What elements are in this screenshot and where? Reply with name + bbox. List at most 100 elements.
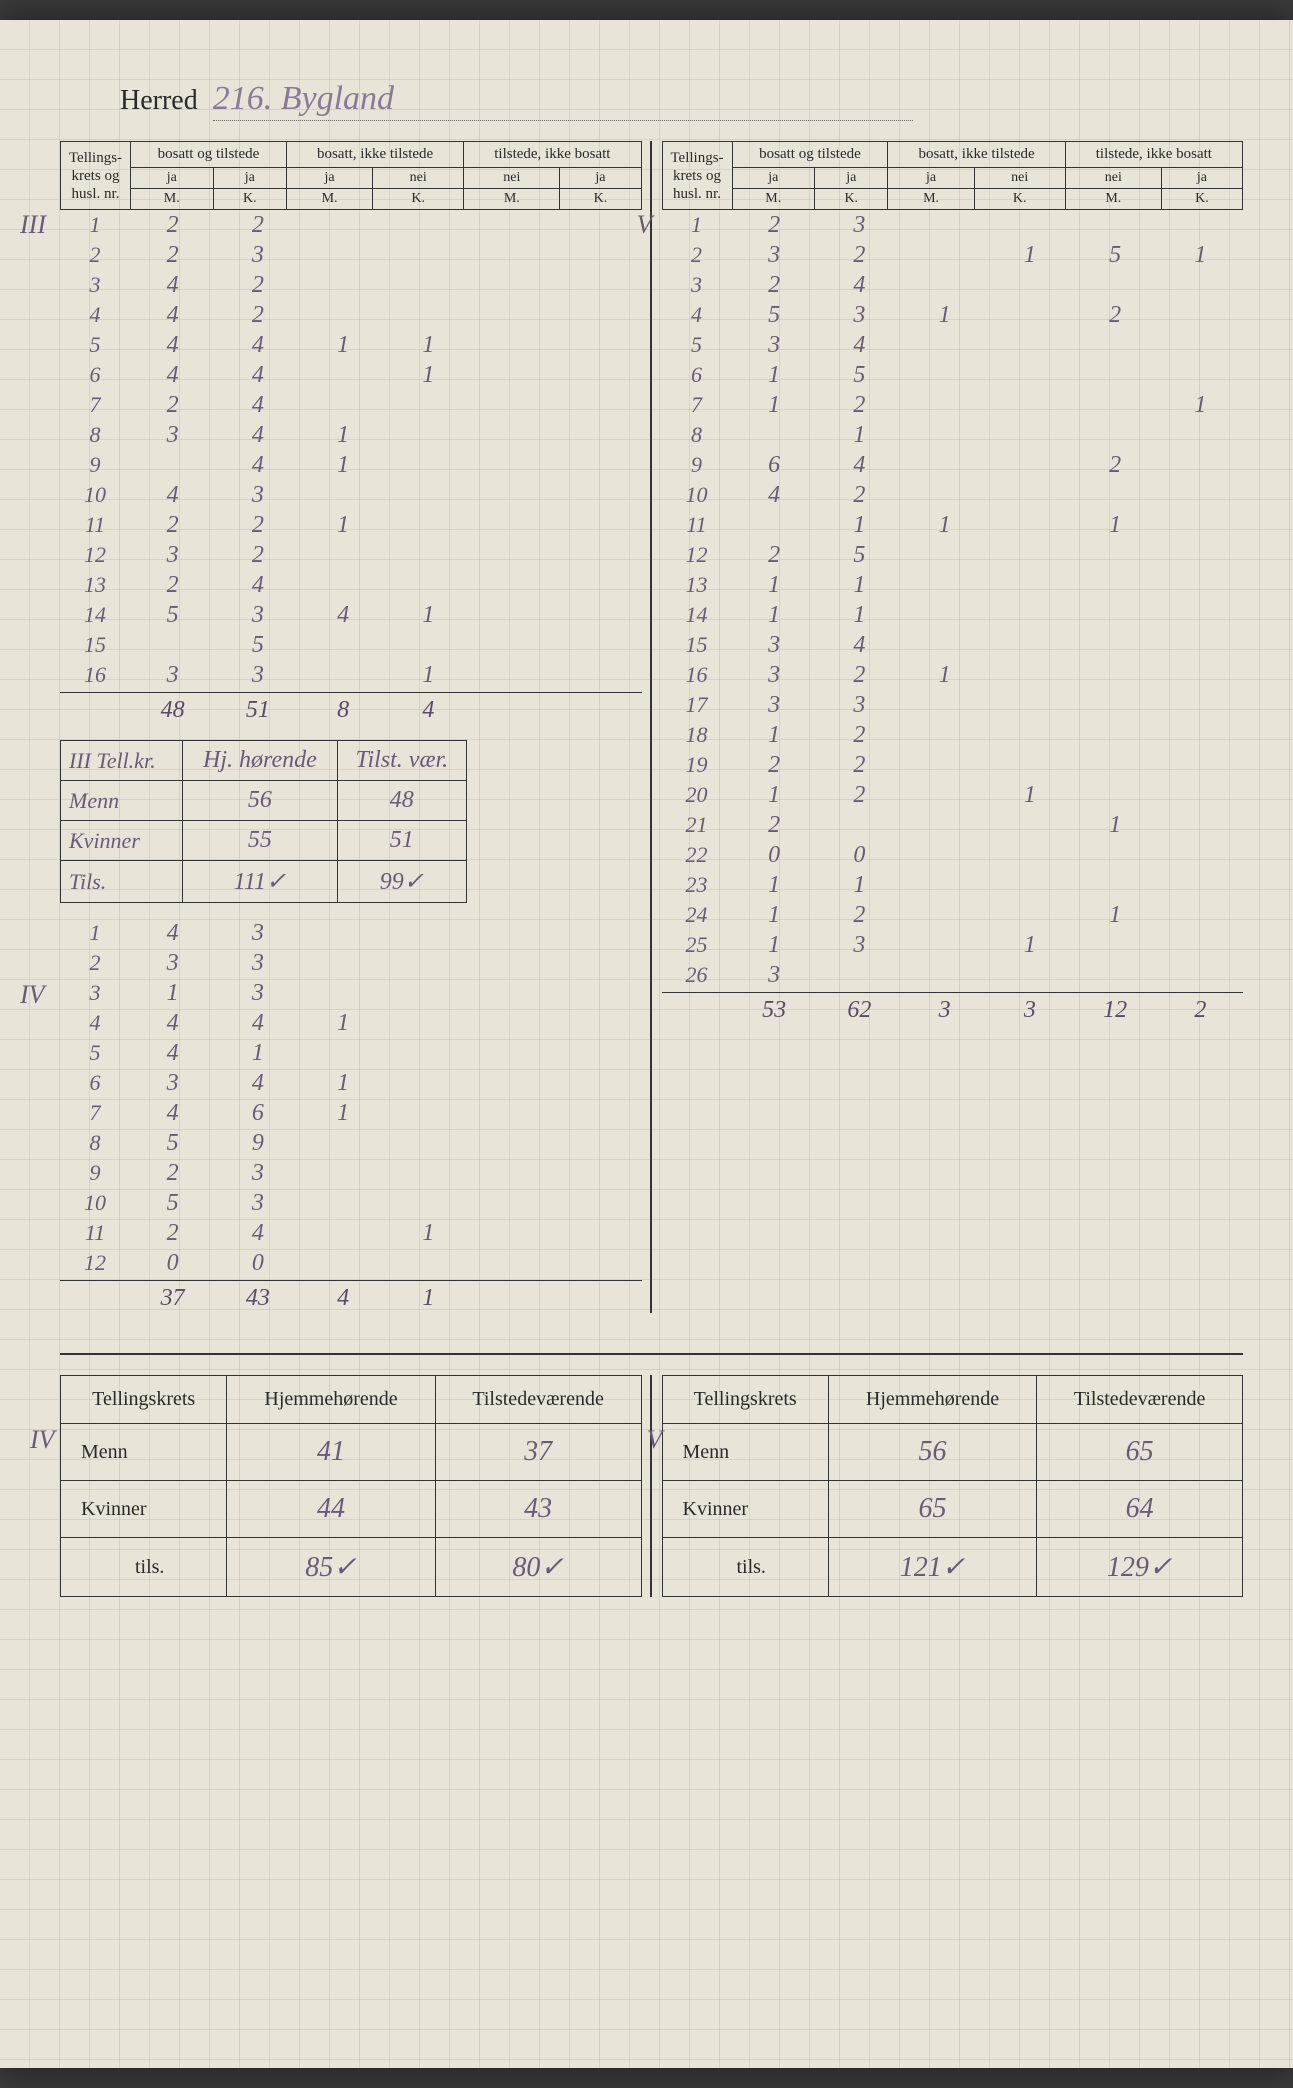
- iii-cell-n: 9: [60, 452, 130, 478]
- iv-row: 1200: [60, 1248, 642, 1278]
- v-row: 324: [662, 270, 1244, 300]
- iv-cell-m1: 5: [130, 1190, 215, 1217]
- v-cell-k1: 2: [817, 752, 902, 779]
- sr-tils-til: 129✓: [1037, 1538, 1243, 1597]
- ja-3: ja: [286, 168, 372, 189]
- v-cell-m3: 5: [1073, 242, 1158, 269]
- iii-row: 9 41: [60, 450, 642, 480]
- iii-cell-k1: 4: [215, 572, 300, 599]
- v-row: 232151: [662, 240, 1244, 270]
- iv-cell-m1: 4: [130, 920, 215, 947]
- sr-tils-hj: 121✓: [828, 1538, 1036, 1597]
- iv-cell-n: 2: [60, 950, 130, 976]
- iv-cell-k1: 4: [215, 1010, 300, 1037]
- v-cell-n: 23: [662, 872, 732, 898]
- sh-hj-l: Hjemmehørende: [227, 1376, 435, 1424]
- iii-cell-m2: 1: [301, 332, 386, 359]
- mini-kv-label: Kvinner: [61, 821, 183, 861]
- v-cell-n: 19: [662, 752, 732, 778]
- herred-value: 216. Bygland: [213, 80, 913, 121]
- th-tilstede-ikke-r: tilstede, ikke bosatt: [1065, 142, 1242, 168]
- v-row: 1411: [662, 600, 1244, 630]
- v-cell-m1: 1: [732, 872, 817, 899]
- v-cell-k2: 1: [987, 242, 1072, 269]
- mini-menn-label: Menn: [61, 781, 183, 821]
- v-cell-k1: 2: [817, 482, 902, 509]
- iv-cell-k1: 4: [215, 1070, 300, 1097]
- v-cell-k1: 3: [817, 212, 902, 239]
- herred-line: Herred 216. Bygland: [120, 80, 1243, 121]
- section-mark-iv: IV: [20, 980, 45, 1010]
- iii-row: 342: [60, 270, 642, 300]
- k-2: K.: [373, 189, 464, 210]
- th-bosatt-ikke-r: bosatt, ikke tilstede: [888, 142, 1065, 168]
- summary-right: Tellingskrets Hjemmehørende Tilstedevære…: [662, 1375, 1244, 1597]
- iv-cell-k1: 9: [215, 1130, 300, 1157]
- k-3: K.: [560, 189, 641, 210]
- iii-row: 724: [60, 390, 642, 420]
- v-cell-n: 13: [662, 572, 732, 598]
- iv-cell-m1: 4: [130, 1100, 215, 1127]
- bottom-section: IV Tellingskrets Hjemmehørende Tilstedev…: [60, 1353, 1243, 1597]
- v-cell-m1: 1: [732, 362, 817, 389]
- iii-cell-k1: 4: [215, 362, 300, 389]
- iii-cell-m2: 1: [301, 452, 386, 479]
- v-cell-m1: 1: [732, 902, 817, 929]
- right-half: Tellings- krets og husl. nr. bosatt og t…: [662, 141, 1244, 1313]
- v-cell-n: 25: [662, 932, 732, 958]
- iv-cell-m1: 2: [130, 1220, 215, 1247]
- sr-menn-hj: 56: [828, 1424, 1036, 1481]
- herred-label: Herred: [120, 85, 198, 117]
- sr-menn-til: 65: [1037, 1424, 1243, 1481]
- iv-cell-n: 1: [60, 920, 130, 946]
- v-cell-k1: 3: [817, 932, 902, 959]
- sl-kv-label: Kvinner: [61, 1481, 227, 1538]
- v-row: 1733: [662, 690, 1244, 720]
- v-cell-m3: 2: [1073, 452, 1158, 479]
- iii-cell-k1: 3: [215, 662, 300, 689]
- v-cell-m3: 1: [1073, 812, 1158, 839]
- v-cell-m2: 1: [902, 302, 987, 329]
- bottom-right: V Tellingskrets Hjemmehørende Tilstedevæ…: [662, 1375, 1244, 1597]
- v-cell-m1: 2: [732, 542, 817, 569]
- v-cell-n: 20: [662, 782, 732, 808]
- iv-cell-k1: 3: [215, 950, 300, 977]
- iii-cell-k1: 2: [215, 512, 300, 539]
- v-cell-n: 7: [662, 392, 732, 418]
- iii-row: 1043: [60, 480, 642, 510]
- th-tilstede-ikke: tilstede, ikke bosatt: [464, 142, 641, 168]
- v-cell-m1: 2: [732, 812, 817, 839]
- iv-cell-m1: 1: [130, 980, 215, 1007]
- v-cell-m1: 3: [732, 962, 817, 989]
- v-row: 1534: [662, 630, 1244, 660]
- sh-til-r: Tilstedeværende: [1037, 1376, 1243, 1424]
- iii-cell-k1: 2: [215, 212, 300, 239]
- v-cell-m1: 2: [732, 272, 817, 299]
- mini-menn-hj: 56: [183, 781, 337, 821]
- v-row: 263: [662, 960, 1244, 990]
- iii-row: 155: [60, 630, 642, 660]
- v-cell-k2: 1: [987, 932, 1072, 959]
- v-cell-m1: 1: [732, 782, 817, 809]
- iv-cell-k1: 6: [215, 1100, 300, 1127]
- nei-1: nei: [373, 168, 464, 189]
- ja-4: ja: [560, 168, 641, 189]
- m-2: M.: [286, 189, 372, 210]
- iv-cell-n: 12: [60, 1250, 130, 1276]
- iii-cell-m1: 3: [130, 542, 215, 569]
- iii-cell-k2: 1: [386, 602, 471, 629]
- iii-cell-k1: 2: [215, 302, 300, 329]
- iii-row: 1232: [60, 540, 642, 570]
- v-row: 1812: [662, 720, 1244, 750]
- mini-h0: III Tell.kr.: [61, 741, 183, 781]
- v-cell-n: 1: [662, 212, 732, 238]
- iv-cell-m1: 2: [130, 1160, 215, 1187]
- iv-cell-m1: 4: [130, 1040, 215, 1067]
- iv-cell-k1: 4: [215, 1220, 300, 1247]
- iii-cell-n: 10: [60, 482, 130, 508]
- iii-cell-k1: 4: [215, 452, 300, 479]
- v-row: 1311: [662, 570, 1244, 600]
- v-cell-n: 22: [662, 842, 732, 868]
- v-row: 615: [662, 360, 1244, 390]
- v-row: 20121: [662, 780, 1244, 810]
